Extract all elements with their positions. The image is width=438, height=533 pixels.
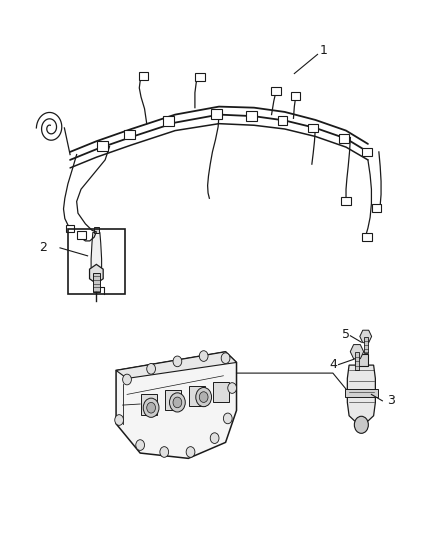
Bar [339,134,349,143]
Bar [68,229,125,294]
Bar [66,225,74,231]
Bar [211,109,222,119]
Bar [362,232,372,240]
Bar [362,148,372,156]
Bar [163,116,174,126]
Bar [93,273,100,292]
Bar [355,354,368,366]
Circle shape [170,393,185,412]
Circle shape [147,364,155,374]
Bar [308,124,318,132]
Bar [141,394,157,415]
Circle shape [115,415,124,425]
Polygon shape [347,365,375,421]
Bar [341,197,351,205]
Circle shape [221,353,230,364]
Polygon shape [91,232,102,272]
Bar [165,390,181,410]
Polygon shape [350,345,364,359]
Circle shape [173,356,182,367]
Bar [213,382,229,402]
Polygon shape [116,352,237,458]
Polygon shape [360,330,371,343]
Bar [364,337,367,353]
Polygon shape [89,264,103,284]
Circle shape [210,433,219,443]
Text: 1: 1 [319,44,327,57]
Circle shape [354,416,368,433]
Bar [271,86,281,95]
Circle shape [136,440,145,450]
Bar [189,386,205,406]
Bar [372,204,381,212]
Circle shape [223,413,232,424]
Polygon shape [116,352,237,378]
Bar [94,227,99,233]
Circle shape [173,397,182,408]
Bar [124,130,135,139]
Text: 2: 2 [39,241,47,254]
Circle shape [199,392,208,402]
Bar [278,116,287,125]
Bar [291,92,300,100]
Bar [246,111,257,121]
Text: 5: 5 [342,328,350,341]
Bar [345,389,378,397]
Circle shape [196,387,212,407]
Text: 3: 3 [387,394,395,407]
Circle shape [147,402,155,413]
Circle shape [123,374,131,385]
Circle shape [160,447,169,457]
Bar [195,73,205,81]
Bar [355,352,359,370]
Circle shape [228,383,237,393]
Circle shape [199,351,208,361]
Circle shape [186,447,195,457]
Text: 4: 4 [330,358,338,371]
Bar [139,72,148,80]
Bar [97,141,108,151]
Circle shape [143,398,159,417]
Bar [77,230,86,238]
